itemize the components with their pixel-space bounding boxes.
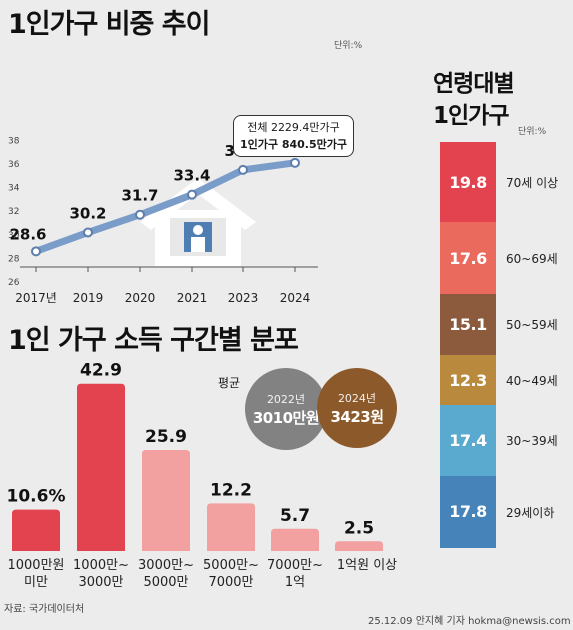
line-value-label: 28.6 (9, 225, 46, 243)
income-bar-value: 5.7 (280, 506, 310, 526)
avg-2022-year: 2022년 (266, 392, 306, 406)
income-bar-value: 42.9 (80, 361, 122, 381)
line-value-label: 30.2 (69, 204, 106, 222)
y-tick-label: 34 (8, 184, 20, 194)
age-segment-label: 40~49세 (506, 374, 558, 389)
y-tick-label: 36 (8, 160, 20, 170)
x-tick-label: 2023 (228, 291, 259, 305)
age-segment: 15.1 (440, 293, 496, 356)
avg-2024-amount: 3423원 (330, 407, 384, 426)
age-title-line2: 1인가구 (433, 103, 509, 129)
avg-2024-year: 2024년 (337, 391, 377, 405)
line-point (238, 164, 248, 175)
age-segment: 17.8 (440, 475, 496, 548)
age-segment-label: 29세이하 (506, 505, 555, 520)
income-bar (142, 449, 190, 551)
x-tick-label: 2024 (280, 291, 311, 305)
income-bar (335, 541, 383, 551)
income-chart-title: 1인 가구 소득 구간별 분포 (8, 325, 299, 356)
age-title: 연령대별 1인가구 (433, 68, 515, 132)
y-tick-label: 28 (8, 254, 20, 264)
x-tick-label: 2020 (125, 291, 156, 305)
source-note: 자료: 국가데이터처 (4, 604, 85, 615)
line-series-path (32, 159, 299, 255)
income-category-label: 1000만~ (73, 558, 129, 573)
age-segment: 17.4 (440, 405, 496, 476)
age-unit: 단위:% (518, 127, 547, 137)
age-segment-label: 50~59세 (506, 318, 558, 333)
y-tick-label: 38 (8, 136, 20, 146)
income-category-label: 1000만원 (7, 558, 64, 573)
line-point (187, 189, 197, 200)
income-category-label: 5000만~ (203, 558, 259, 573)
income-category-label: 1억원 이상 (337, 558, 397, 573)
income-category-label: 3000만~ (138, 558, 194, 573)
line-chart-y-ticks: 26 28 30 32 34 36 38 (8, 136, 20, 288)
callout-single: 1인가구 840.5만가구 (240, 138, 347, 151)
income-bar (271, 528, 319, 551)
age-title-line1: 연령대별 (433, 71, 515, 97)
income-bar (77, 383, 125, 551)
line-point (31, 246, 41, 257)
income-bar (12, 509, 60, 551)
income-bar-value: 25.9 (145, 427, 187, 447)
line-chart-title: 1인가구 비중 추이 (8, 9, 210, 40)
income-category-label: 3000만 (78, 575, 123, 590)
line-chart-unit: 단위:% (334, 41, 363, 51)
income-category-label: 미만 (24, 575, 48, 590)
income-bar-value: 2.5 (344, 518, 374, 538)
total-households-callout: 전체 2229.4만가구 1인가구 840.5만가구 (233, 115, 354, 157)
line-point (135, 209, 145, 220)
income-bar (207, 503, 255, 551)
avg-2024-circle: 2024년 3423원 (317, 368, 397, 448)
x-tick-label: 2017년 (15, 291, 57, 305)
house-icon (140, 178, 256, 266)
y-tick-label: 26 (8, 278, 20, 288)
x-tick-label: 2019 (73, 291, 104, 305)
age-segment-label: 60~69세 (506, 252, 558, 267)
income-category-label: 7000만 (208, 575, 253, 590)
age-segment: 17.6 (440, 222, 496, 294)
age-segment-label: 30~39세 (506, 434, 558, 449)
line-point (83, 227, 93, 238)
income-category-label: 1억 (285, 575, 305, 590)
income-bar-value: 10.6% (7, 487, 66, 507)
y-tick-label: 30 (8, 231, 20, 241)
age-segment: 12.3 (440, 355, 496, 406)
age-segment-label: 70세 이상 (506, 176, 559, 191)
line-point (290, 157, 300, 168)
callout-total: 전체 2229.4만가구 (247, 121, 340, 134)
line-value-label: 31.7 (121, 187, 158, 205)
x-tick-label: 2021 (177, 291, 208, 305)
credit-note: 25.12.09 안지혜 기자 hokma@newsis.com (368, 616, 571, 627)
avg-2022-amount: 3010만원 (252, 408, 320, 427)
income-category-label: 7000만~ (267, 558, 323, 573)
age-segment: 19.8 (440, 142, 496, 223)
line-value-label: 33.4 (173, 167, 210, 185)
income-bar-value: 12.2 (210, 480, 252, 500)
income-category-label: 5000만 (143, 575, 188, 590)
average-label: 평균 (218, 376, 241, 390)
avg-2022-circle: 2022년 3010만원 (245, 368, 327, 450)
y-tick-label: 32 (8, 207, 19, 217)
